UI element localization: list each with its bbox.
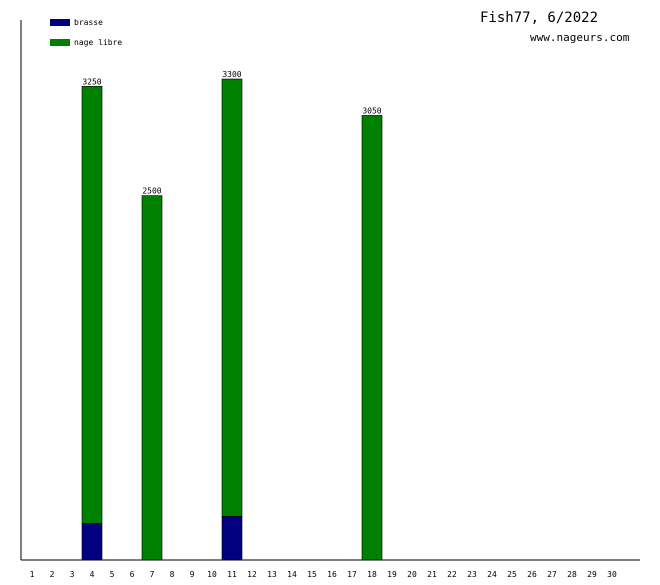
x-tick-label-6: 6 <box>130 570 135 579</box>
x-tick-label-10: 10 <box>207 570 217 579</box>
x-tick-label-16: 16 <box>327 570 337 579</box>
x-tick-label-23: 23 <box>467 570 477 579</box>
bar-nage-libre-4 <box>81 85 103 524</box>
legend-item-brasse: brasse <box>50 16 103 28</box>
x-tick-label-29: 29 <box>587 570 597 579</box>
x-tick-label-30: 30 <box>607 570 617 579</box>
chart-subtitle: www.nageurs.com <box>530 31 630 44</box>
x-tick-label-20: 20 <box>407 570 417 579</box>
bar-brasse-11 <box>221 515 243 561</box>
bar-nage-libre-7 <box>141 195 163 561</box>
legend-swatch-brasse <box>50 18 70 26</box>
data-label-4: 3250 <box>82 77 101 86</box>
x-tick-label-17: 17 <box>347 570 357 579</box>
x-tick-label-1: 1 <box>30 570 35 579</box>
x-tick-label-28: 28 <box>567 570 577 579</box>
x-tick-label-18: 18 <box>367 570 377 579</box>
legend-label-brasse: brasse <box>74 17 103 27</box>
x-tick-label-3: 3 <box>70 570 75 579</box>
x-tick-label-22: 22 <box>447 570 457 579</box>
x-tick-label-4: 4 <box>90 570 95 579</box>
x-tick-label-8: 8 <box>170 570 175 579</box>
legend-item-nage-libre: nage libre <box>50 36 122 48</box>
x-tick-label-24: 24 <box>487 570 497 579</box>
bar-nage-libre-11 <box>221 78 243 517</box>
x-tick-label-19: 19 <box>387 570 397 579</box>
chart-title: Fish77, 6/2022 <box>480 10 599 26</box>
data-label-11: 3300 <box>222 70 241 79</box>
data-label-7: 2500 <box>142 187 161 196</box>
x-tick-label-7: 7 <box>150 570 155 579</box>
x-tick-label-13: 13 <box>267 570 277 579</box>
legend-label-nage-libre: nage libre <box>74 37 123 47</box>
x-tick-label-25: 25 <box>507 570 517 579</box>
bar-nage-libre-18 <box>361 115 383 561</box>
x-tick-label-11: 11 <box>227 570 237 579</box>
x-tick-label-21: 21 <box>427 570 437 579</box>
legend-swatch-nage-libre <box>50 38 70 46</box>
x-tick-label-5: 5 <box>110 570 115 579</box>
x-tick-label-27: 27 <box>547 570 557 579</box>
x-tick-label-2: 2 <box>50 570 55 579</box>
x-tick-label-9: 9 <box>190 570 195 579</box>
x-tick-label-14: 14 <box>287 570 297 579</box>
bar-brasse-4 <box>81 523 103 561</box>
x-tick-label-26: 26 <box>527 570 537 579</box>
data-label-18: 3050 <box>362 106 381 115</box>
x-tick-label-15: 15 <box>307 570 317 579</box>
x-tick-label-12: 12 <box>247 570 257 579</box>
